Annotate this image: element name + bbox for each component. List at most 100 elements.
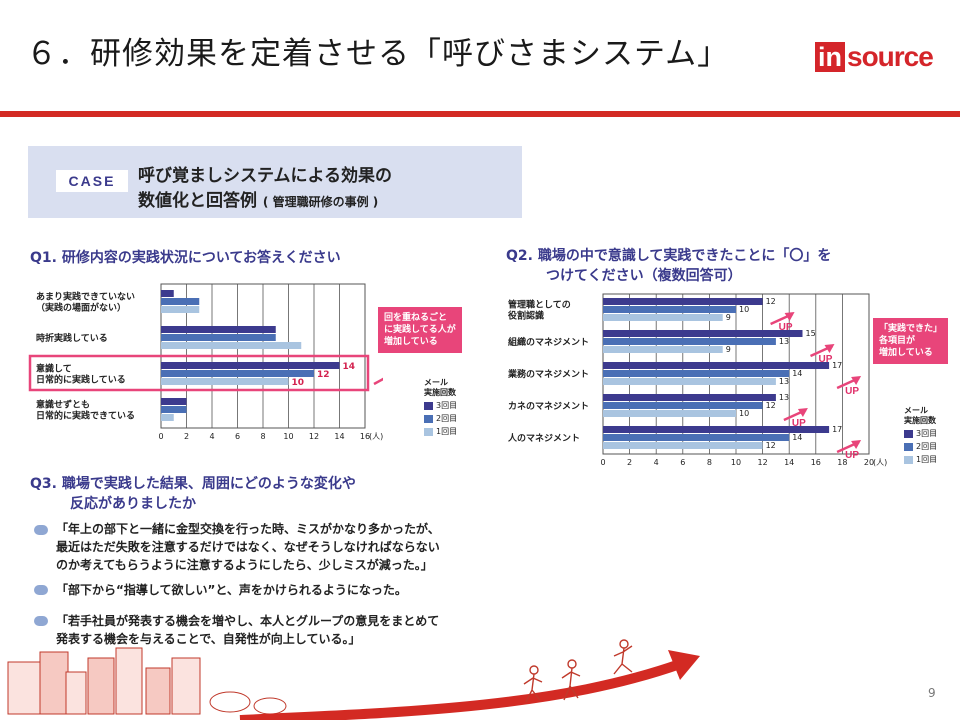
x-tick-label: 0 xyxy=(158,432,163,441)
bar-2回目 xyxy=(603,306,736,313)
bar-1回目 xyxy=(161,414,174,421)
category-label: 人のマネジメント xyxy=(507,432,580,444)
q2-callout-line3: 増加している xyxy=(879,348,933,358)
up-arrow-head xyxy=(797,408,808,417)
legend-item-3: 3回目 xyxy=(424,400,457,411)
legend-title-line1: メール xyxy=(904,406,928,415)
category-label: 管理職としての xyxy=(508,299,571,311)
case-title-line1: 呼び覚ましシステムによる効果の xyxy=(138,166,392,186)
bar-1回目 xyxy=(603,410,736,417)
bar-1回目 xyxy=(603,346,723,353)
legend-label: 2回目 xyxy=(436,414,458,423)
bar-3回目 xyxy=(161,398,187,405)
growth-arrow xyxy=(239,659,682,720)
comment-line: 「年上の部下と一緒に金型交換を行った時、ミスがかなり多かったが、 xyxy=(56,522,440,536)
x-tick-label: 4 xyxy=(209,432,214,441)
legend-item-2: 2回目 xyxy=(424,413,457,424)
up-label: UP xyxy=(779,322,793,333)
bar-3回目 xyxy=(603,330,803,337)
case-title-line2: 数値化と回答例 ( 管理職研修の事例 ) xyxy=(138,189,392,215)
bar-value-label: 14 xyxy=(792,433,802,442)
x-tick-label: 8 xyxy=(707,458,712,467)
legend-title-line2: 実施回数 xyxy=(424,388,456,397)
bar-value-label: 12 xyxy=(766,297,776,306)
bar-1回目 xyxy=(603,442,763,449)
legend-label: 1回目 xyxy=(436,427,458,436)
q3-comment-3: 「若手社員が発表する機会を増やし、本人とグループの意見をまとめて 発表する機会を… xyxy=(56,612,439,648)
category-label: （実践の場面がない） xyxy=(36,302,126,314)
bar-value-label: 10 xyxy=(292,378,305,388)
bar-2回目 xyxy=(161,334,276,341)
q1-callout: 回を重ねるごと に実践してる人が 増加している xyxy=(378,307,462,353)
category-label: 日常的に実践できている xyxy=(36,410,135,422)
bar-1回目 xyxy=(161,378,289,385)
x-tick-label: 16 xyxy=(360,432,370,441)
bar-3回目 xyxy=(161,290,174,297)
x-tick-label: 12 xyxy=(758,458,768,467)
up-arrow-head xyxy=(851,440,862,449)
q1-heading: Q1. 研修内容の実践状況についてお答えください xyxy=(30,250,341,266)
bar-value-label: 15 xyxy=(806,329,816,338)
speech-bubble-icon xyxy=(34,585,48,595)
legend-swatch xyxy=(904,455,913,464)
bar-value-label: 17 xyxy=(832,425,842,434)
legend-title-line2: 実施回数 xyxy=(904,416,936,425)
legend-swatch xyxy=(424,401,433,410)
case-title: 呼び覚ましシステムによる効果の 数値化と回答例 ( 管理職研修の事例 ) xyxy=(138,164,392,215)
bar-value-label: 9 xyxy=(726,313,731,322)
bar-1回目 xyxy=(603,314,723,321)
q3-comment-2: 「部下から“指導して欲しい”と、声をかけられるようになった。 xyxy=(56,581,407,599)
x-axis-unit: (人) xyxy=(873,458,887,467)
header-divider xyxy=(0,111,960,117)
x-tick-label: 2 xyxy=(627,458,632,467)
up-arrow-head xyxy=(824,344,835,353)
bar-3回目 xyxy=(603,362,830,369)
x-tick-label: 16 xyxy=(811,458,821,467)
footer-illustration xyxy=(7,639,700,720)
category-label: 時折実践している xyxy=(36,332,108,344)
city-buildings-illustration xyxy=(7,647,287,715)
category-label: 意識せずとも xyxy=(36,399,90,411)
category-label: 業務のマネジメント xyxy=(507,368,589,380)
comment-line: 「部下から“指導して欲しい”と、声をかけられるようになった。 xyxy=(56,583,407,597)
bar-value-label: 13 xyxy=(779,393,789,402)
speech-bubble-icon xyxy=(34,616,48,626)
x-tick-label: 6 xyxy=(235,432,240,441)
bar-value-label: 13 xyxy=(779,377,789,386)
q1-callout-line2: に実践してる人が xyxy=(384,325,456,335)
legend-label: 3回目 xyxy=(436,401,458,410)
logo-in-mark: in xyxy=(815,42,845,72)
q1-callout-line3: 増加している xyxy=(384,337,438,347)
q3-heading-line2: 反応がありましたか xyxy=(70,496,196,512)
q2-heading-line2: つけてください（複数回答可） xyxy=(546,268,742,284)
q2-heading: Q2. 職場の中で意識して実践できたことに「〇」を つけてください（複数回答可） xyxy=(506,246,831,286)
bar-3回目 xyxy=(603,298,763,305)
legend-swatch xyxy=(424,414,433,423)
bar-2回目 xyxy=(161,406,187,413)
bar-2回目 xyxy=(603,434,790,441)
x-tick-label: 6 xyxy=(680,458,685,467)
bar-2回目 xyxy=(603,370,790,377)
slide-title: ６．研修効果を定着させる「呼びさまシステム」 xyxy=(26,36,730,72)
category-label: カネのマネジメント xyxy=(508,401,589,412)
page-number: 9 xyxy=(928,686,936,700)
comment-line: 「若手社員が発表する機会を増やし、本人とグループの意見をまとめて xyxy=(56,614,440,628)
q3-comment-1: 「年上の部下と一緒に金型交換を行った時、ミスがかなり多かったが、 最近はただ失敗… xyxy=(56,520,440,574)
up-arrow-head xyxy=(784,312,795,321)
x-tick-label: 20 xyxy=(864,458,874,467)
bar-value-label: 14 xyxy=(792,369,802,378)
bar-value-label: 12 xyxy=(766,401,776,410)
bar-1回目 xyxy=(161,342,302,349)
up-arrow xyxy=(373,377,383,386)
legend-swatch xyxy=(424,427,433,436)
x-tick-label: 2 xyxy=(184,432,189,441)
bar-1回目 xyxy=(161,306,200,313)
legend-swatch xyxy=(904,429,913,438)
q2-heading-line1: Q2. 職場の中で意識して実践できたことに「〇」を xyxy=(506,248,832,264)
legend-item-2: 2回目 xyxy=(904,441,937,452)
x-tick-label: 14 xyxy=(334,432,344,441)
highlight-box xyxy=(28,354,370,392)
logo-source-text: source xyxy=(847,41,934,72)
category-label: 役割認識 xyxy=(507,310,544,322)
bar-1回目 xyxy=(603,378,776,385)
